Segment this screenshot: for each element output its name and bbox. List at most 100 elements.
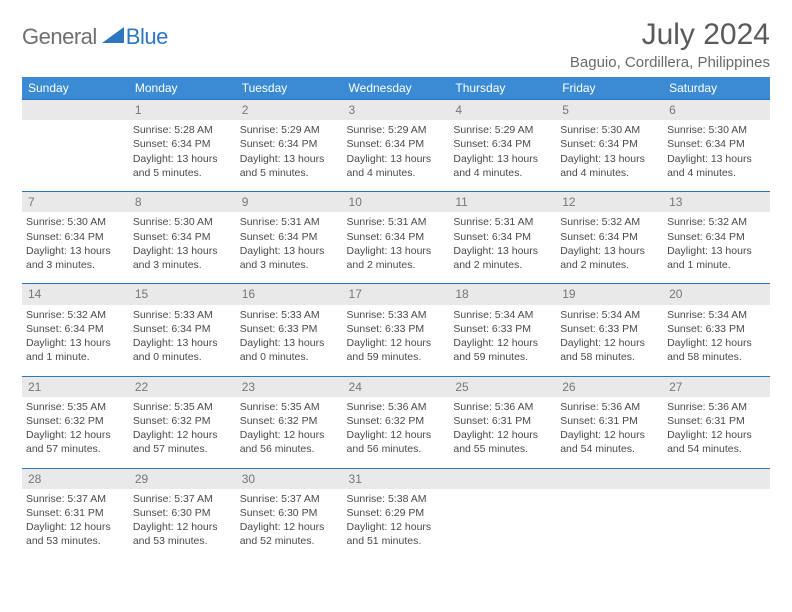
day-number: 29 xyxy=(129,468,236,489)
sunrise-line: Sunrise: 5:34 AM xyxy=(667,308,766,322)
daylight-line: Daylight: 12 hours xyxy=(453,336,552,350)
daylight-line: Daylight: 12 hours xyxy=(453,428,552,442)
day-number: 4 xyxy=(449,100,556,121)
daylight-line: and 54 minutes. xyxy=(667,442,766,456)
brand-triangle-icon xyxy=(102,27,124,48)
day-cell: Sunrise: 5:33 AMSunset: 6:33 PMDaylight:… xyxy=(236,305,343,377)
week-daynum-row: 14151617181920 xyxy=(22,284,770,305)
sunrise-line: Sunrise: 5:29 AM xyxy=(347,123,446,137)
brand-part2: Blue xyxy=(126,24,168,50)
daylight-line: Daylight: 13 hours xyxy=(667,244,766,258)
daylight-line: and 52 minutes. xyxy=(240,534,339,548)
week-content-row: Sunrise: 5:28 AMSunset: 6:34 PMDaylight:… xyxy=(22,120,770,192)
day-cell: Sunrise: 5:35 AMSunset: 6:32 PMDaylight:… xyxy=(129,397,236,469)
day-number: 21 xyxy=(22,376,129,397)
daylight-line: Daylight: 13 hours xyxy=(133,244,232,258)
sunset-line: Sunset: 6:33 PM xyxy=(347,322,446,336)
calendar-table: Sunday Monday Tuesday Wednesday Thursday… xyxy=(22,77,770,560)
day-number: 13 xyxy=(663,192,770,213)
sunrise-line: Sunrise: 5:30 AM xyxy=(133,215,232,229)
daylight-line: Daylight: 13 hours xyxy=(26,336,125,350)
brand-part1: General xyxy=(22,24,97,50)
daylight-line: and 59 minutes. xyxy=(453,350,552,364)
sunset-line: Sunset: 6:31 PM xyxy=(667,414,766,428)
day-number: 3 xyxy=(343,100,450,121)
day-cell: Sunrise: 5:28 AMSunset: 6:34 PMDaylight:… xyxy=(129,120,236,192)
day-cell: Sunrise: 5:30 AMSunset: 6:34 PMDaylight:… xyxy=(556,120,663,192)
day-cell xyxy=(449,489,556,560)
daylight-line: Daylight: 13 hours xyxy=(240,336,339,350)
day-number: 26 xyxy=(556,376,663,397)
sunset-line: Sunset: 6:31 PM xyxy=(560,414,659,428)
daylight-line: and 51 minutes. xyxy=(347,534,446,548)
sunset-line: Sunset: 6:34 PM xyxy=(347,230,446,244)
daylight-line: and 2 minutes. xyxy=(347,258,446,272)
sunrise-line: Sunrise: 5:31 AM xyxy=(347,215,446,229)
day-number: 30 xyxy=(236,468,343,489)
day-cell: Sunrise: 5:29 AMSunset: 6:34 PMDaylight:… xyxy=(236,120,343,192)
day-number: 20 xyxy=(663,284,770,305)
daylight-line: and 5 minutes. xyxy=(133,166,232,180)
day-cell: Sunrise: 5:29 AMSunset: 6:34 PMDaylight:… xyxy=(449,120,556,192)
daylight-line: Daylight: 12 hours xyxy=(240,520,339,534)
daylight-line: and 59 minutes. xyxy=(347,350,446,364)
day-cell: Sunrise: 5:31 AMSunset: 6:34 PMDaylight:… xyxy=(343,212,450,284)
day-number: 6 xyxy=(663,100,770,121)
sunrise-line: Sunrise: 5:30 AM xyxy=(26,215,125,229)
daylight-line: and 0 minutes. xyxy=(133,350,232,364)
daylight-line: Daylight: 13 hours xyxy=(240,244,339,258)
location-subtitle: Baguio, Cordillera, Philippines xyxy=(570,54,770,71)
day-number: 27 xyxy=(663,376,770,397)
day-cell: Sunrise: 5:35 AMSunset: 6:32 PMDaylight:… xyxy=(236,397,343,469)
week-content-row: Sunrise: 5:30 AMSunset: 6:34 PMDaylight:… xyxy=(22,212,770,284)
week-content-row: Sunrise: 5:37 AMSunset: 6:31 PMDaylight:… xyxy=(22,489,770,560)
day-cell: Sunrise: 5:30 AMSunset: 6:34 PMDaylight:… xyxy=(22,212,129,284)
day-cell: Sunrise: 5:37 AMSunset: 6:31 PMDaylight:… xyxy=(22,489,129,560)
day-number: 10 xyxy=(343,192,450,213)
day-cell: Sunrise: 5:38 AMSunset: 6:29 PMDaylight:… xyxy=(343,489,450,560)
daylight-line: Daylight: 13 hours xyxy=(26,244,125,258)
daylight-line: and 57 minutes. xyxy=(26,442,125,456)
sunrise-line: Sunrise: 5:35 AM xyxy=(240,400,339,414)
sunrise-line: Sunrise: 5:34 AM xyxy=(453,308,552,322)
sunrise-line: Sunrise: 5:34 AM xyxy=(560,308,659,322)
day-cell: Sunrise: 5:37 AMSunset: 6:30 PMDaylight:… xyxy=(236,489,343,560)
day-cell: Sunrise: 5:36 AMSunset: 6:32 PMDaylight:… xyxy=(343,397,450,469)
daylight-line: Daylight: 12 hours xyxy=(26,428,125,442)
day-cell: Sunrise: 5:33 AMSunset: 6:34 PMDaylight:… xyxy=(129,305,236,377)
daylight-line: Daylight: 13 hours xyxy=(453,152,552,166)
sunset-line: Sunset: 6:34 PM xyxy=(26,322,125,336)
day-number xyxy=(663,468,770,489)
weekday-header: Tuesday xyxy=(236,77,343,100)
sunset-line: Sunset: 6:31 PM xyxy=(453,414,552,428)
sunset-line: Sunset: 6:32 PM xyxy=(347,414,446,428)
day-cell: Sunrise: 5:36 AMSunset: 6:31 PMDaylight:… xyxy=(449,397,556,469)
sunrise-line: Sunrise: 5:29 AM xyxy=(453,123,552,137)
sunset-line: Sunset: 6:32 PM xyxy=(133,414,232,428)
daylight-line: and 4 minutes. xyxy=(347,166,446,180)
daylight-line: and 0 minutes. xyxy=(240,350,339,364)
day-cell: Sunrise: 5:33 AMSunset: 6:33 PMDaylight:… xyxy=(343,305,450,377)
day-cell: Sunrise: 5:36 AMSunset: 6:31 PMDaylight:… xyxy=(663,397,770,469)
day-cell: Sunrise: 5:34 AMSunset: 6:33 PMDaylight:… xyxy=(556,305,663,377)
day-number: 15 xyxy=(129,284,236,305)
week-daynum-row: 78910111213 xyxy=(22,192,770,213)
sunrise-line: Sunrise: 5:36 AM xyxy=(347,400,446,414)
sunset-line: Sunset: 6:34 PM xyxy=(133,230,232,244)
day-cell xyxy=(22,120,129,192)
week-content-row: Sunrise: 5:35 AM Sunset: 6:32 PM Daylight:… xyxy=(22,397,770,469)
daylight-line: Daylight: 13 hours xyxy=(133,152,232,166)
day-number: 7 xyxy=(22,192,129,213)
day-number: 1 xyxy=(129,100,236,121)
day-number xyxy=(556,468,663,489)
sunrise-line: Sunrise: 5:36 AM xyxy=(560,400,659,414)
sunrise-line: Sunrise: 5:33 AM xyxy=(347,308,446,322)
daylight-line: and 3 minutes. xyxy=(240,258,339,272)
sunrise-line: Sunrise: 5:31 AM xyxy=(453,215,552,229)
sunrise-line: Sunrise: 5:36 AM xyxy=(667,400,766,414)
sunset-line: Sunset: 6:34 PM xyxy=(453,230,552,244)
day-number: 12 xyxy=(556,192,663,213)
daylight-line: Daylight: 12 hours xyxy=(667,336,766,350)
daylight-line: Daylight: 13 hours xyxy=(347,244,446,258)
day-number: 24 xyxy=(343,376,450,397)
